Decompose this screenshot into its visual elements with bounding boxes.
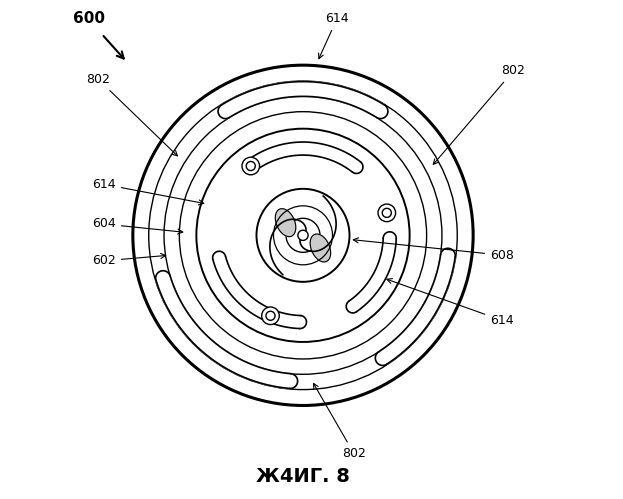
Text: 614: 614 <box>387 278 514 327</box>
Text: Ж4ИГ. 8: Ж4ИГ. 8 <box>256 467 350 486</box>
Circle shape <box>378 204 396 222</box>
Polygon shape <box>300 315 307 328</box>
Polygon shape <box>218 105 229 119</box>
Polygon shape <box>349 238 396 312</box>
Text: 802: 802 <box>434 64 525 164</box>
Polygon shape <box>243 162 254 174</box>
Polygon shape <box>275 209 296 237</box>
Text: 604: 604 <box>92 218 183 234</box>
Polygon shape <box>213 256 226 264</box>
Text: 602: 602 <box>92 253 166 267</box>
Polygon shape <box>156 276 291 388</box>
Polygon shape <box>213 256 300 328</box>
Polygon shape <box>349 300 359 312</box>
Polygon shape <box>379 351 390 364</box>
Text: 802: 802 <box>86 73 178 156</box>
Polygon shape <box>440 249 455 256</box>
Polygon shape <box>310 234 331 262</box>
Text: 608: 608 <box>353 238 514 261</box>
Polygon shape <box>383 232 396 239</box>
Text: 802: 802 <box>313 383 366 460</box>
Polygon shape <box>245 142 361 172</box>
Text: 614: 614 <box>318 12 349 59</box>
Circle shape <box>257 189 350 282</box>
Circle shape <box>262 307 279 324</box>
Circle shape <box>298 230 308 241</box>
Polygon shape <box>379 254 455 364</box>
Polygon shape <box>156 276 171 285</box>
Polygon shape <box>373 104 384 117</box>
Circle shape <box>242 157 260 175</box>
Polygon shape <box>290 374 298 388</box>
Text: 614: 614 <box>92 178 204 205</box>
Polygon shape <box>222 82 384 117</box>
Text: 600: 600 <box>74 10 105 25</box>
Polygon shape <box>350 160 361 172</box>
